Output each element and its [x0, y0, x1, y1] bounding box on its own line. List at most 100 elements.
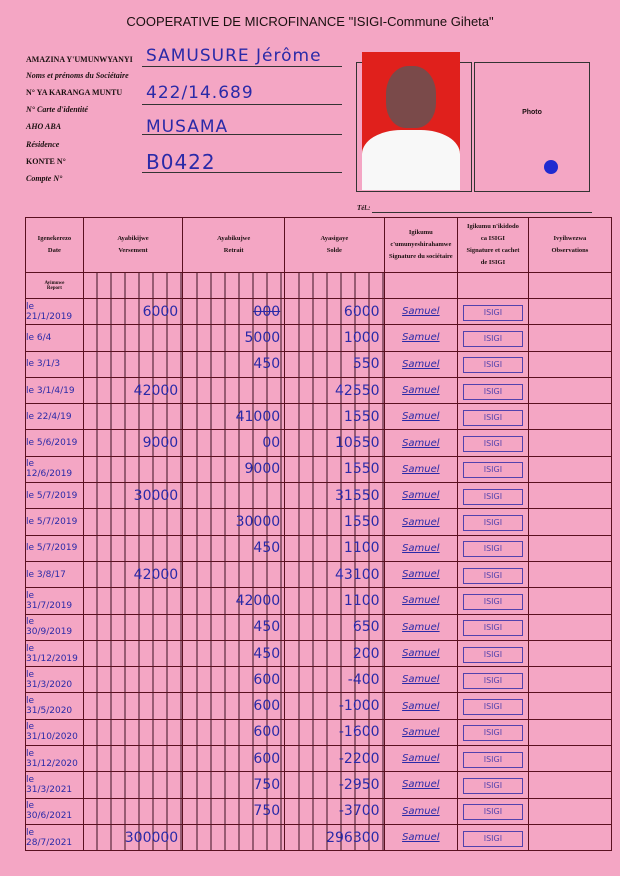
solde-cell: 550: [284, 350, 385, 378]
photo-box: Photo: [474, 62, 590, 192]
solde-cell: 6000: [284, 297, 385, 326]
solde-cell: -2200: [284, 745, 385, 773]
stamp-cell: ISIGI: [457, 639, 529, 668]
stamp-cell: ISIGI: [457, 745, 529, 773]
solde-cell: -400: [284, 666, 385, 694]
solde-cell: 10550: [284, 429, 385, 457]
isigi-stamp: ISIGI: [462, 751, 523, 768]
obs-cell: [527, 666, 613, 694]
isigi-stamp: ISIGI: [462, 567, 523, 584]
table-row: le 30/6/2021 750 -3700 Samuel ISIGI: [25, 797, 613, 825]
table-row: le 31/7/2019 42000 1100 Samuel ISIGI: [25, 587, 613, 615]
column-header: Ayabikijwe Versement: [82, 217, 184, 273]
table-row: le 31/10/2020 600 -1600 Samuel ISIGI: [25, 718, 613, 747]
versement-cell: [82, 771, 184, 799]
date-cell: le 30/9/2019: [25, 613, 84, 641]
solde-cell: 650: [284, 613, 385, 641]
versement-cell: [82, 666, 184, 694]
signature-cell: Samuel: [383, 403, 459, 431]
versement-cell: [82, 718, 184, 747]
report-label: Report: [46, 285, 62, 291]
table-row: le 12/6/2019 9000 1550 Samuel ISIGI: [25, 455, 613, 484]
report-label: Ayimuwe: [44, 280, 65, 286]
column-header: Igenekerezo Date: [25, 217, 84, 273]
table-row: le 6/4 5000 1000 Samuel ISIGI: [25, 324, 613, 352]
solde-cell: 1100: [284, 534, 385, 562]
table-row: le 31/3/2021 750 -2950 Samuel ISIGI: [25, 771, 613, 799]
residence-label-fr: Résidence: [26, 140, 60, 149]
signature-cell: Samuel: [383, 508, 459, 536]
solde-cell: 31550: [284, 482, 385, 510]
stamp-cell: ISIGI: [457, 823, 529, 852]
obs-cell: [527, 692, 613, 720]
retrait-cell: [182, 823, 286, 852]
signature-cell: Samuel: [383, 376, 459, 405]
column-header-line: Ayasigaye: [320, 235, 349, 242]
table-row: le 31/12/2020 600 -2200 Samuel ISIGI: [25, 745, 613, 773]
retrait-cell: 450: [182, 350, 286, 378]
date-cell: le 31/10/2020: [25, 718, 84, 747]
versement-cell: [82, 455, 184, 484]
retrait-cell: [182, 560, 286, 589]
isigi-stamp: ISIGI: [462, 541, 523, 558]
date-cell: le 3/8/17: [25, 560, 84, 589]
obs-cell: [527, 560, 613, 589]
isigi-stamp: ISIGI: [462, 436, 523, 453]
tel-label: Tél.:: [357, 204, 371, 212]
table-row: le 31/12/2019 450 200 Samuel ISIGI: [25, 639, 613, 668]
ink-blot: [544, 160, 558, 174]
isigi-stamp: ISIGI: [462, 830, 523, 847]
account-label-fr: Compte N°: [26, 174, 63, 183]
column-header-line: Igenekerezo: [37, 235, 72, 242]
date-cell: le 5/6/2019: [25, 429, 84, 457]
obs-cell: [527, 297, 613, 326]
table-row: le 22/4/19 41000 1550 Samuel ISIGI: [25, 403, 613, 431]
signature-cell: Samuel: [383, 666, 459, 694]
obs-cell: [527, 797, 613, 825]
stamp-cell: ISIGI: [457, 324, 529, 352]
signature-cell: Samuel: [383, 639, 459, 668]
versement-cell: [82, 587, 184, 615]
retrait-cell: 41000: [182, 403, 286, 431]
date-cell: le 22/4/19: [25, 403, 84, 431]
stamp-cell: ISIGI: [457, 350, 529, 378]
retrait-cell: 600: [182, 692, 286, 720]
signature-cell: Samuel: [383, 560, 459, 589]
retrait-cell: 750: [182, 771, 286, 799]
retrait-cell: 450: [182, 613, 286, 641]
name-label-fr: Noms et prénoms du Sociétaire: [26, 71, 129, 80]
table-row: le 31/5/2020 600 -1000 Samuel ISIGI: [25, 692, 613, 720]
date-cell: le 31/12/2019: [25, 639, 84, 668]
obs-cell: [527, 745, 613, 773]
signature-cell: Samuel: [383, 455, 459, 484]
obs-cell: [527, 482, 613, 510]
column-header-line: Igikumu: [408, 229, 433, 236]
name-label: AMAZINA Y'UMUNWYANYI: [26, 55, 133, 64]
retrait-cell: 30000: [182, 508, 286, 536]
date-cell: le 31/5/2020: [25, 692, 84, 720]
date-cell: le 5/7/2019: [25, 482, 84, 510]
signature-cell: Samuel: [383, 718, 459, 747]
retrait-cell: [182, 482, 286, 510]
column-header-line: Solde: [326, 247, 342, 254]
column-header: Igikumu n'ikidodo ca ISIGI Signature et ca…: [457, 217, 529, 273]
date-cell: le 31/3/2020: [25, 666, 84, 694]
solde-cell: -2950: [284, 771, 385, 799]
versement-cell: [82, 797, 184, 825]
date-cell: le 31/12/2020: [25, 745, 84, 773]
versement-cell: [82, 350, 184, 378]
column-header: Ivyihwezwa Observations: [527, 217, 613, 273]
residence-label: AHO ABA: [26, 122, 62, 131]
report-row: Ayimuwe Report: [25, 272, 613, 299]
isigi-stamp: ISIGI: [462, 646, 523, 663]
retrait-cell: 000: [182, 297, 286, 326]
table-row: le 5/7/2019 30000 1550 Samuel ISIGI: [25, 508, 613, 536]
versement-cell: 9000: [82, 429, 184, 457]
column-header-line: ca ISIGI: [480, 235, 505, 242]
versement-cell: [82, 639, 184, 668]
versement-cell: [82, 324, 184, 352]
solde-cell: -1000: [284, 692, 385, 720]
signature-cell: Samuel: [383, 692, 459, 720]
isigi-stamp: ISIGI: [462, 672, 523, 689]
date-cell: le 3/1/4/19: [25, 376, 84, 405]
